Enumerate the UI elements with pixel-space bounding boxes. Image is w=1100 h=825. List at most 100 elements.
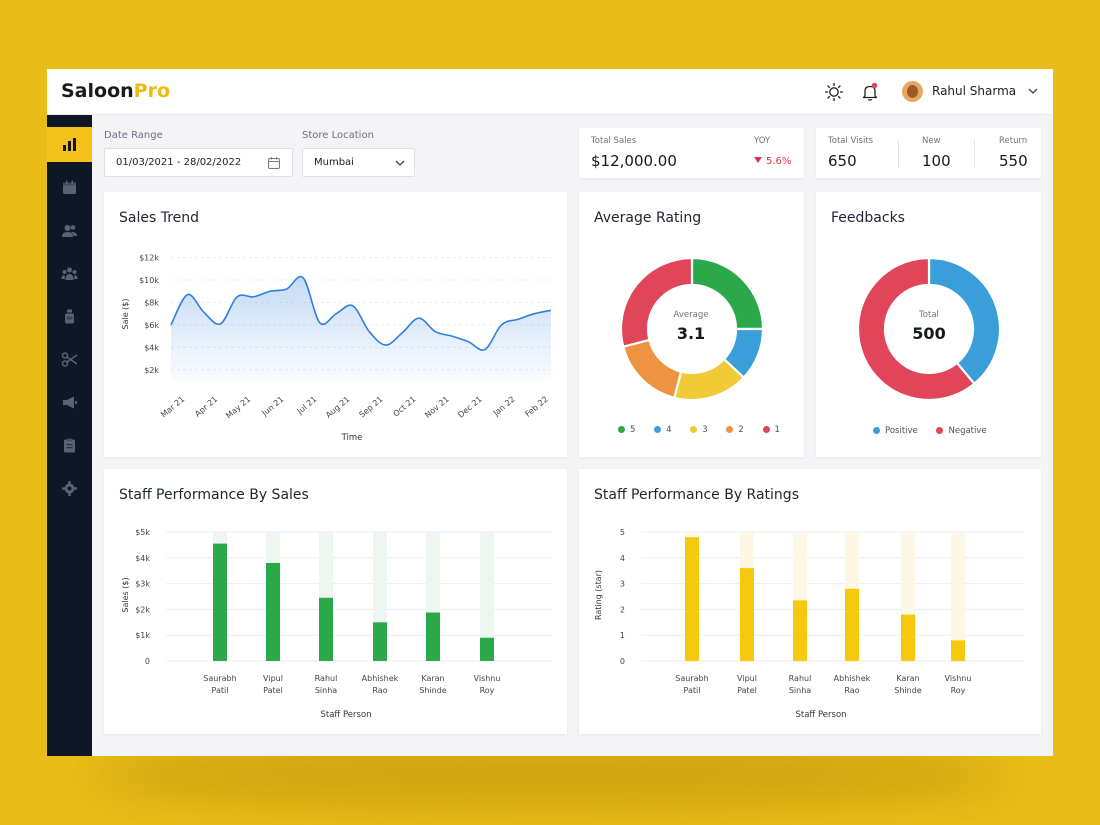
bar[interactable] [740,568,754,661]
sidebar-item-services[interactable] [47,342,92,377]
legend-item: 3 [690,425,708,435]
theme-toggle-sun-icon[interactable] [823,81,845,103]
return-visits-value: 550 [999,152,1028,170]
clipboard-icon [64,438,75,453]
average-rating-donut [619,256,765,402]
bar[interactable] [426,612,440,661]
kpi-divider [898,140,899,168]
bar-track [951,532,965,661]
legend-label: 2 [738,425,744,435]
x-tick-label: Rao [844,686,859,695]
logo-accent-text: Pro [133,80,171,102]
app-logo[interactable]: SaloonPro [61,80,170,102]
staff-ratings-y-axis-label: Rating (star) [594,570,603,620]
staff-ratings-card: Staff Performance By Ratings Rating (sta… [579,469,1041,734]
calendar-icon [268,157,280,169]
sidebar-item-appointments[interactable] [47,170,92,205]
legend-item: 5 [618,425,635,435]
store-location-select[interactable]: Mumbai [302,148,415,177]
x-tick-label: Vishnu [945,674,972,683]
bar-track [480,532,494,661]
sales-trend-chart: $2k $4k $6k $8k $10k $12k Mar 21 Apr 21 May 21 J… [121,254,552,443]
sidebar-item-customers[interactable] [47,213,92,248]
x-tick-label: Vipul [737,674,757,683]
x-tick-label: Sinha [315,686,337,695]
pie-slice[interactable] [927,256,1002,386]
feedbacks-center-label: Total [919,310,939,320]
y-tick-label: $1k [135,631,150,640]
x-tick-label: Jun 21 [260,395,286,419]
y-tick-label: $2k [144,366,159,375]
bar[interactable] [845,588,859,661]
user-menu[interactable]: Rahul Sharma [902,80,1042,104]
feedbacks-center: Total 500 [889,310,969,343]
sidebar [47,115,92,756]
bar[interactable] [319,597,333,661]
total-visits-card: Total Visits 650 New 100 Return 550 [816,128,1041,178]
x-tick-label: Rahul [789,674,812,683]
average-rating-center: Average 3.1 [651,310,731,343]
sidebar-item-staff[interactable] [47,256,92,291]
legend-item: 4 [654,425,672,435]
bar[interactable] [480,637,494,661]
average-rating-center-label: Average [673,310,709,320]
y-tick-label: 4 [620,554,625,563]
x-tick-label: Mar 21 [159,395,186,420]
bar[interactable] [951,640,965,661]
average-rating-center-value: 3.1 [676,324,706,343]
pie-slice[interactable] [621,338,683,400]
x-tick-label: Rao [372,686,387,695]
x-tick-label: Saurabh [675,674,708,683]
y-tick-label: 3 [620,580,625,589]
bar[interactable] [373,622,387,661]
x-tick-label: Patel [737,686,757,695]
store-location-label: Store Location [302,130,374,141]
x-tick-label: Abhishek [362,674,399,683]
pie-slice[interactable] [619,256,694,348]
product-bottle-icon [65,309,74,324]
y-tick-label: 5 [620,528,625,537]
x-tick-label: Patil [684,686,701,695]
app-window: SaloonPro Rahul Sharma [47,69,1053,756]
average-rating-title: Average Rating [594,210,702,226]
staff-sales-chart: Sales ($) Staff Person 0 $1k $2k $3k $4k $5k S… [121,528,552,720]
date-range-field[interactable]: 01/03/2021 - 28/02/2022 [104,148,293,177]
sales-trend-area [171,276,551,381]
sidebar-item-reports[interactable] [47,428,92,463]
sidebar-item-settings[interactable] [47,471,92,506]
y-tick-label: $3k [135,580,150,589]
bar[interactable] [213,543,227,661]
x-tick-label: Patil [212,686,229,695]
pie-slice[interactable] [856,256,976,402]
bar[interactable] [901,614,915,661]
y-tick-label: $10k [139,276,159,285]
notification-bell-icon[interactable] [859,81,881,103]
feedbacks-card: Feedbacks Total 500 Positive Negative [816,192,1041,457]
y-tick-label: $5k [135,528,150,537]
legend-item: 1 [762,425,780,435]
user-name: Rahul Sharma [932,84,1017,98]
return-visits-label: Return [999,136,1028,146]
x-tick-label: Jan 22 [491,395,517,419]
x-tick-label: Sinha [789,686,811,695]
bar[interactable] [793,600,807,661]
y-tick-label: 0 [145,657,150,666]
calendar-icon [63,180,76,194]
legend-label: 5 [630,425,636,435]
legend-label: Negative [948,426,987,436]
staff-sales-y-axis-label: Sales ($) [121,577,130,612]
bar[interactable] [266,562,280,661]
yoy-label: YOY [754,136,771,146]
x-tick-label: Saurabh [203,674,236,683]
sidebar-item-products[interactable] [47,299,92,334]
bar[interactable] [685,537,699,661]
x-tick-label: Shinde [894,686,922,695]
sidebar-item-marketing[interactable] [47,385,92,420]
sales-trend-title: Sales Trend [119,210,200,226]
y-tick-label: $4k [144,343,159,352]
store-location-value: Mumbai [314,157,354,168]
x-tick-label: Rahul [315,674,338,683]
sidebar-item-dashboard[interactable] [47,127,92,162]
x-tick-label: Shinde [419,686,447,695]
user-avatar [902,81,923,102]
